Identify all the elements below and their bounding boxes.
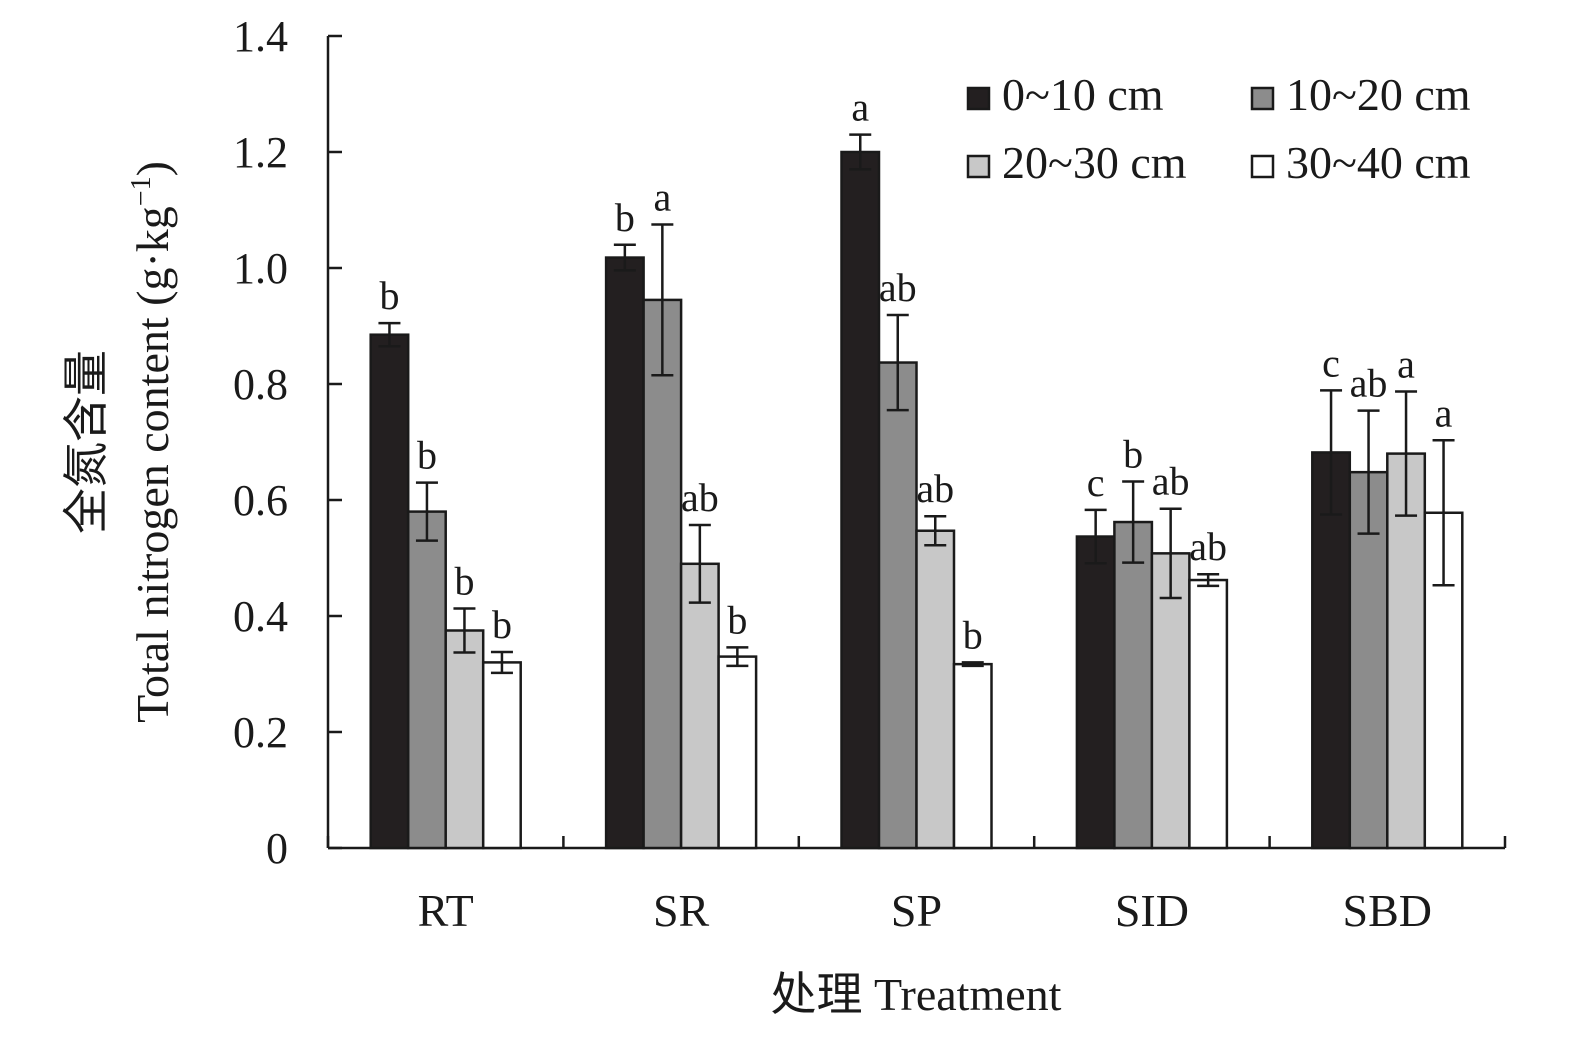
significance-label: a [653,175,671,220]
legend-item: 20~30 cm [966,137,1187,188]
significance-label: a [851,85,869,130]
significance-label: b [454,558,474,603]
bar [369,333,410,850]
significance-label: ab [681,475,719,520]
bar [1075,535,1116,850]
y-axis-title-close: ) [127,161,178,176]
y-ticks: 0 0.2 0.4 0.6 0.8 1.0 1.2 1.4 [233,12,342,873]
y-tick-label: 1.2 [233,128,288,177]
bar [1113,520,1154,850]
x-axis-title: 处理 Treatment [771,969,1062,1020]
bar [717,655,758,850]
bar [1386,452,1427,850]
y-axis-title: Total nitrogen content (g·kg−1) 全氮含量 [61,161,178,723]
bar [1311,451,1352,850]
bar [481,661,522,850]
legend-label: 10~20 cm [1286,69,1471,120]
significance-label: b [1123,431,1143,476]
legend-item: 0~10 cm [966,69,1164,120]
significance-label: ab [879,265,917,310]
y-axis-title-en-main: Total nitrogen content (g·kg [127,206,178,723]
significance-label: a [1397,342,1415,387]
legend-swatch [1250,154,1275,179]
x-tick-label: RT [418,885,474,936]
significance-label: b [963,612,983,657]
significance-label: c [1322,340,1340,385]
legend-label: 20~30 cm [1002,137,1187,188]
x-ticks: RT SR SP SID SBD [326,836,1507,936]
significance-label: b [379,273,399,318]
x-tick-label: SID [1115,885,1189,936]
bar [642,298,683,850]
x-tick-label: SBD [1343,885,1432,936]
bar [877,361,918,850]
significance-label: b [615,195,635,240]
bar [444,629,485,850]
significance-label: b [417,433,437,478]
legend: 0~10 cm 10~20 cm 20~30 cm 30~40 cm [966,69,1471,188]
y-axis-title-en: Total nitrogen content (g·kg−1) [126,161,178,723]
y-tick-label: 1.0 [233,244,288,293]
significance-label: b [727,597,747,642]
bar [679,562,720,850]
significance-label: ab [916,466,954,511]
bar [840,150,881,850]
bar [915,529,956,850]
significance-label: c [1087,460,1105,505]
bar [952,662,993,850]
y-tick-label: 0.4 [233,592,288,641]
bar [1150,552,1191,850]
legend-swatch [1250,86,1275,111]
y-tick-label: 0 [266,824,288,873]
bar [604,256,645,850]
bar [1188,578,1229,850]
y-tick-label: 0.6 [233,476,288,525]
legend-item: 10~20 cm [1250,69,1471,120]
significance-label: ab [1350,361,1388,406]
x-tick-label: SP [891,885,942,936]
y-axis-title-exponent: −1 [126,176,157,206]
y-tick-label: 1.4 [233,12,288,61]
legend-item: 30~40 cm [1250,137,1471,188]
bar [406,510,447,850]
significance-label: ab [1152,459,1190,504]
legend-swatch [966,86,991,111]
legend-label: 0~10 cm [1002,69,1164,120]
significance-label: ab [1189,524,1227,569]
x-tick-label: SR [653,885,710,936]
legend-swatch [966,154,991,179]
significance-label: b [492,602,512,647]
y-axis-title-cn: 全氮含量 [61,350,112,534]
y-tick-label: 0.2 [233,708,288,757]
y-tick-label: 0.8 [233,360,288,409]
significance-label: a [1435,390,1453,435]
legend-label: 30~40 cm [1286,137,1471,188]
